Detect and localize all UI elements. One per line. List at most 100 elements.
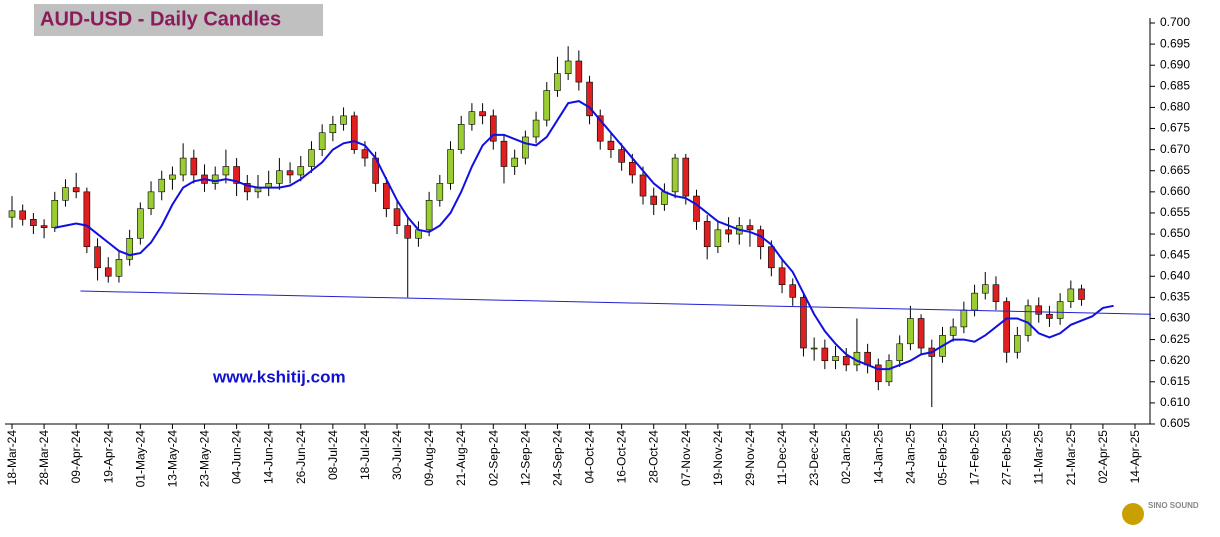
- annotation: www.kshitij.com: [212, 367, 346, 386]
- x-tick-label: 19-Apr-24: [101, 430, 115, 484]
- y-tick-label: 0.645: [1160, 247, 1190, 261]
- x-tick-label: 17-Feb-25: [968, 430, 982, 486]
- candle-body: [104, 267, 112, 277]
- candle-body: [671, 157, 679, 193]
- candle-body: [703, 221, 711, 248]
- candle-body: [361, 149, 369, 159]
- y-tick-label: 0.625: [1160, 332, 1190, 346]
- y-tick-label: 0.635: [1160, 290, 1190, 304]
- candle-body: [340, 115, 347, 125]
- x-tick-label: 23-Dec-24: [807, 430, 821, 486]
- title-box: [34, 4, 323, 36]
- candle-body: [575, 60, 583, 83]
- candle-body: [62, 187, 69, 201]
- x-tick-label: 28-Oct-24: [647, 430, 661, 484]
- candle-body: [992, 284, 1000, 302]
- trendline: [80, 290, 1152, 315]
- candle-body: [522, 136, 529, 159]
- candle-body: [725, 229, 732, 235]
- candle-body: [949, 326, 957, 336]
- x-tick-label: 27-Feb-25: [1000, 430, 1014, 486]
- candle-body: [190, 157, 198, 176]
- y-tick-label: 0.655: [1160, 205, 1190, 219]
- candle-body: [329, 124, 337, 134]
- x-tick-label: 01-May-24: [133, 430, 147, 488]
- candle-body: [468, 111, 476, 125]
- candle-body: [222, 166, 230, 176]
- candle-body: [746, 225, 754, 231]
- y-tick-label: 0.640: [1160, 268, 1190, 282]
- chart-title: AUD-USD - Daily Candles: [40, 8, 281, 30]
- candle-body: [586, 81, 593, 117]
- candle-body: [489, 115, 497, 142]
- y-tick-label: 0.610: [1160, 395, 1190, 409]
- candle-body: [19, 210, 26, 220]
- candle-body: [1014, 335, 1021, 353]
- candle-body: [436, 183, 444, 201]
- moving-average-line: [54, 100, 1114, 371]
- candle-body: [425, 199, 433, 231]
- x-tick-label: 19-Nov-24: [711, 430, 725, 486]
- candle-body: [1035, 305, 1043, 315]
- y-tick-label: 0.690: [1160, 57, 1190, 71]
- candle-body: [158, 178, 166, 193]
- candle-body: [179, 157, 187, 176]
- y-tick-label: 0.700: [1160, 15, 1190, 29]
- candle-body: [960, 309, 968, 328]
- watermark: SINO SOUND: [1148, 501, 1199, 510]
- candle-body: [1078, 288, 1085, 300]
- x-tick-label: 14-Jun-24: [262, 430, 276, 484]
- candle-body: [650, 195, 658, 205]
- candle-body: [511, 157, 518, 167]
- x-tick-label: 02-Jan-25: [839, 430, 853, 484]
- candle-body: [1046, 313, 1053, 319]
- candle-body: [607, 140, 615, 150]
- candle-body: [126, 237, 133, 260]
- candle-body: [800, 297, 807, 349]
- y-tick-label: 0.695: [1160, 36, 1190, 50]
- y-tick-label: 0.680: [1160, 100, 1190, 114]
- x-tick-label: 21-Mar-25: [1064, 430, 1078, 486]
- candle-body: [51, 199, 59, 229]
- candle-body: [8, 210, 16, 218]
- x-tick-label: 23-May-24: [198, 430, 212, 488]
- x-tick-label: 12-Sep-24: [518, 430, 532, 486]
- candle-body: [1003, 301, 1010, 353]
- candle-body: [30, 218, 37, 226]
- candle-body: [233, 166, 240, 184]
- x-tick-label: 14-Jan-25: [871, 430, 885, 484]
- x-tick-label: 09-Aug-24: [422, 430, 436, 486]
- candle-body: [682, 157, 690, 197]
- x-tick-label: 28-Mar-24: [37, 430, 51, 486]
- x-tick-label: 16-Oct-24: [615, 430, 629, 484]
- x-tick-label: 14-Apr-25: [1128, 430, 1142, 484]
- candle-body: [72, 187, 80, 193]
- candle-body: [83, 191, 91, 248]
- x-tick-label: 29-Nov-24: [743, 430, 757, 486]
- candle-body: [40, 225, 48, 229]
- candle-body: [714, 229, 722, 248]
- y-tick-label: 0.630: [1160, 311, 1190, 325]
- candle-body: [211, 174, 219, 184]
- candle-body: [500, 140, 508, 167]
- x-tick-label: 26-Jun-24: [294, 430, 308, 484]
- x-tick-label: 24-Jan-25: [903, 430, 917, 484]
- candle-body: [917, 318, 925, 349]
- candle-body: [243, 183, 251, 193]
- x-tick-label: 24-Sep-24: [550, 430, 564, 486]
- candle-body: [297, 166, 305, 176]
- x-tick-label: 18-Jul-24: [358, 430, 372, 480]
- x-tick-label: 07-Nov-24: [679, 430, 693, 486]
- y-tick-label: 0.620: [1160, 353, 1190, 367]
- candle-body: [639, 174, 647, 197]
- candle-body: [350, 115, 358, 150]
- y-tick-label: 0.660: [1160, 184, 1190, 198]
- candle-body: [147, 191, 155, 210]
- candle-body: [693, 195, 700, 222]
- candle-body: [1067, 288, 1075, 302]
- candle-body: [383, 183, 390, 210]
- x-tick-label: 04-Oct-24: [583, 430, 597, 484]
- candle-body: [318, 132, 326, 150]
- candle-body: [115, 259, 123, 277]
